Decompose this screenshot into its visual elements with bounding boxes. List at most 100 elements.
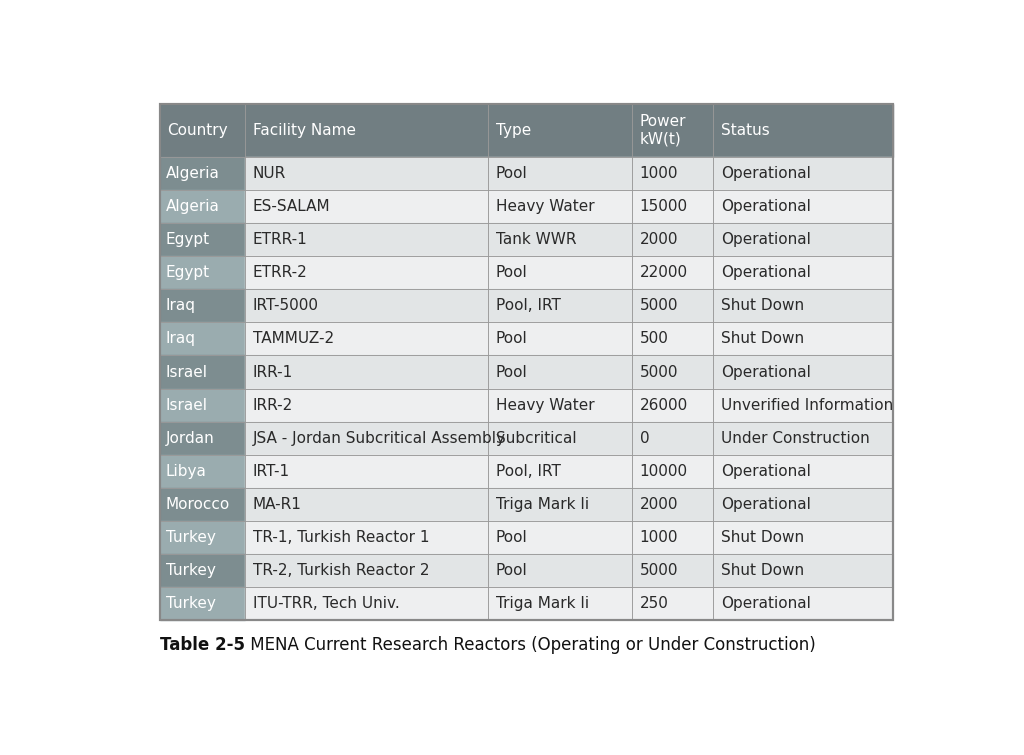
Bar xyxy=(488,223,632,256)
Bar xyxy=(632,455,713,488)
Text: JSA - Jordan Subcritical Assembly: JSA - Jordan Subcritical Assembly xyxy=(253,431,506,445)
Bar xyxy=(713,488,893,521)
Bar xyxy=(713,322,893,356)
Bar xyxy=(488,422,632,455)
Bar xyxy=(246,157,488,190)
Text: Shut Down: Shut Down xyxy=(721,530,804,545)
Text: Turkey: Turkey xyxy=(166,530,216,545)
Text: Jordan: Jordan xyxy=(166,431,215,445)
Text: Table 2-5: Table 2-5 xyxy=(160,636,245,654)
Bar xyxy=(632,521,713,554)
Bar xyxy=(713,157,893,190)
Text: 15000: 15000 xyxy=(640,199,688,214)
Bar xyxy=(488,455,632,488)
Text: Facility Name: Facility Name xyxy=(253,123,356,138)
Bar xyxy=(160,422,246,455)
Text: Heavy Water: Heavy Water xyxy=(496,199,595,214)
Text: MENA Current Research Reactors (Operating or Under Construction): MENA Current Research Reactors (Operatin… xyxy=(245,636,815,654)
Bar xyxy=(713,356,893,389)
Text: 250: 250 xyxy=(640,596,669,612)
Bar xyxy=(488,389,632,422)
Bar xyxy=(713,422,893,455)
Text: Operational: Operational xyxy=(721,232,811,247)
Text: Turkey: Turkey xyxy=(166,596,216,612)
Bar xyxy=(246,104,488,157)
Bar xyxy=(713,289,893,322)
Bar xyxy=(160,554,246,587)
Text: 0: 0 xyxy=(640,431,649,445)
Text: Shut Down: Shut Down xyxy=(721,331,804,347)
Bar xyxy=(713,587,893,621)
Text: Operational: Operational xyxy=(721,464,811,479)
Bar xyxy=(713,488,893,521)
Text: IRR-2: IRR-2 xyxy=(253,398,293,413)
Bar xyxy=(713,104,893,157)
Bar xyxy=(160,455,246,488)
Text: Operational: Operational xyxy=(721,497,811,512)
Bar xyxy=(713,256,893,289)
Bar xyxy=(488,554,632,587)
Bar xyxy=(713,190,893,223)
Bar xyxy=(160,157,246,190)
Bar xyxy=(160,422,246,455)
Bar xyxy=(160,190,246,223)
Bar xyxy=(246,389,488,422)
Bar xyxy=(713,289,893,322)
Text: 1000: 1000 xyxy=(640,166,678,181)
Text: IRT-1: IRT-1 xyxy=(253,464,290,479)
Text: Morocco: Morocco xyxy=(166,497,230,512)
Bar xyxy=(246,521,488,554)
Bar xyxy=(246,190,488,223)
Bar xyxy=(713,521,893,554)
Bar xyxy=(488,190,632,223)
Bar xyxy=(160,104,893,621)
Bar xyxy=(246,104,488,157)
Bar xyxy=(713,455,893,488)
Bar xyxy=(246,521,488,554)
Bar xyxy=(488,256,632,289)
Bar xyxy=(713,104,893,157)
Bar xyxy=(713,554,893,587)
Text: ITU-TRR, Tech Univ.: ITU-TRR, Tech Univ. xyxy=(253,596,399,612)
Bar xyxy=(632,157,713,190)
Text: Israel: Israel xyxy=(166,365,208,380)
Bar xyxy=(160,587,246,621)
Text: Operational: Operational xyxy=(721,596,811,612)
Text: 5000: 5000 xyxy=(640,365,678,380)
Bar xyxy=(488,256,632,289)
Bar xyxy=(488,157,632,190)
Bar xyxy=(713,190,893,223)
Text: Pool: Pool xyxy=(496,166,527,181)
Bar xyxy=(246,389,488,422)
Bar xyxy=(488,356,632,389)
Bar xyxy=(246,289,488,322)
Text: Subcritical: Subcritical xyxy=(496,431,577,445)
Text: Iraq: Iraq xyxy=(166,298,196,313)
Bar xyxy=(246,256,488,289)
Bar xyxy=(246,223,488,256)
Text: Algeria: Algeria xyxy=(166,166,220,181)
Bar xyxy=(160,322,246,356)
Bar xyxy=(246,488,488,521)
Text: 5000: 5000 xyxy=(640,298,678,313)
Bar xyxy=(488,223,632,256)
Text: Shut Down: Shut Down xyxy=(721,563,804,578)
Text: 2000: 2000 xyxy=(640,497,678,512)
Bar xyxy=(713,223,893,256)
Text: ES-SALAM: ES-SALAM xyxy=(253,199,331,214)
Bar xyxy=(632,356,713,389)
Bar xyxy=(160,223,246,256)
Text: 26000: 26000 xyxy=(640,398,688,413)
Bar xyxy=(160,554,246,587)
Bar xyxy=(160,289,246,322)
Bar xyxy=(160,104,246,157)
Text: 10000: 10000 xyxy=(640,464,688,479)
Text: TAMMUZ-2: TAMMUZ-2 xyxy=(253,331,334,347)
Bar xyxy=(713,256,893,289)
Bar xyxy=(632,104,713,157)
Bar xyxy=(160,389,246,422)
Bar xyxy=(632,422,713,455)
Bar xyxy=(488,554,632,587)
Bar xyxy=(246,488,488,521)
Bar xyxy=(632,190,713,223)
